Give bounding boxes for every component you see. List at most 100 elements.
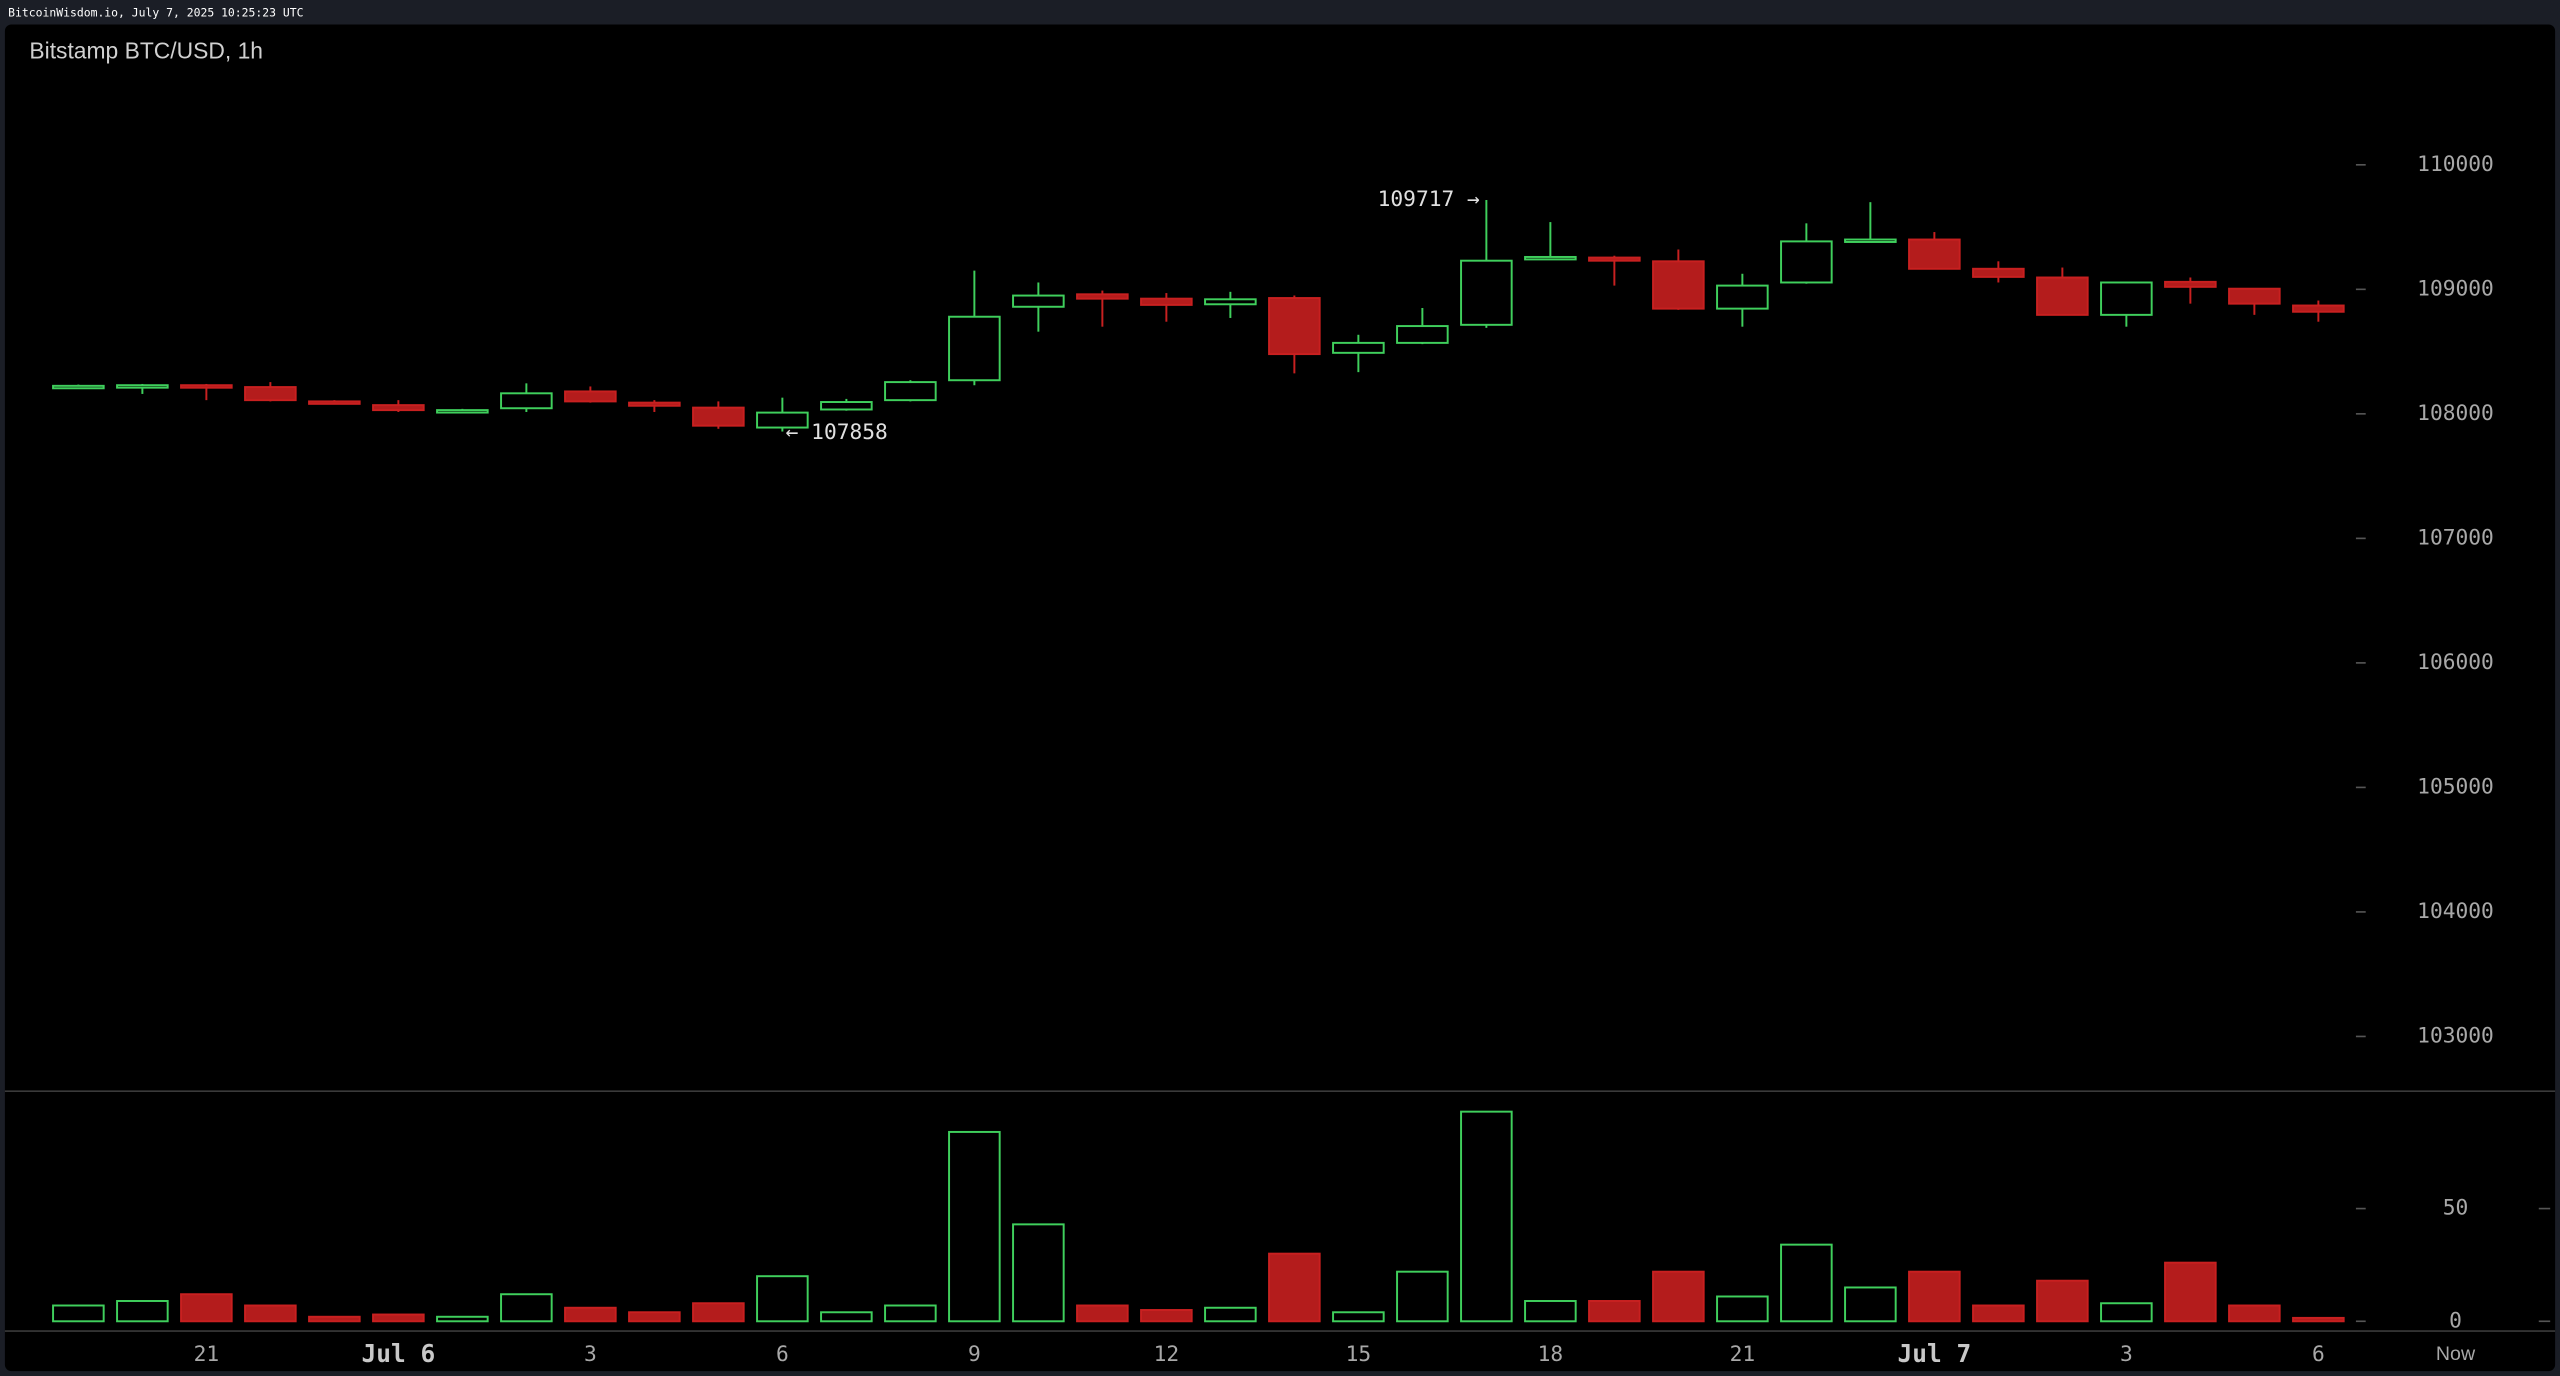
volume-bar	[372, 1313, 425, 1323]
volume-bar	[628, 1311, 681, 1323]
volume-bar	[1460, 1110, 1513, 1323]
candle-body	[564, 390, 617, 403]
candle-body	[1268, 297, 1321, 356]
candle-body	[628, 401, 681, 407]
x-tick-label: 21	[1730, 1342, 1756, 1367]
y-tick-label: 105000	[2417, 774, 2494, 799]
candle-body	[1140, 297, 1193, 306]
candle-body	[2228, 287, 2281, 305]
candle-body	[2100, 281, 2153, 316]
volume-bar	[1012, 1223, 1065, 1323]
volume-bar	[1396, 1270, 1449, 1323]
candle-body	[1588, 256, 1641, 262]
candle-body	[1780, 240, 1833, 284]
chart-title: Bitstamp BTC/USD, 1h	[29, 37, 263, 63]
volume-bar	[1204, 1306, 1257, 1323]
candle-body	[692, 406, 745, 427]
volume-bar	[52, 1304, 105, 1323]
y-tick-label: 106000	[2417, 650, 2494, 675]
volume-tick-label: 50	[2443, 1196, 2469, 1221]
candle-body	[116, 384, 169, 389]
candle-body	[2292, 304, 2345, 313]
volume-bar	[2228, 1304, 2281, 1323]
x-tick-label: 6	[776, 1342, 789, 1367]
candle-body	[1908, 238, 1961, 270]
volume-bar	[1780, 1243, 1833, 1323]
candle-body	[1396, 325, 1449, 344]
volume-bar	[2292, 1316, 2345, 1323]
volume-bar	[756, 1275, 809, 1323]
x-tick-label: Jul 6	[362, 1339, 436, 1368]
volume-bar	[500, 1293, 553, 1323]
x-tick-label: 6	[2312, 1342, 2325, 1367]
x-tick-label: 3	[2120, 1342, 2133, 1367]
volume-bar	[1588, 1300, 1641, 1323]
volume-bar	[948, 1130, 1001, 1323]
volume-bar	[116, 1300, 169, 1323]
x-tick-label: 12	[1154, 1342, 1180, 1367]
volume-bar	[820, 1311, 873, 1323]
candle-body	[1524, 255, 1577, 261]
volume-bar	[436, 1315, 489, 1323]
volume-bar	[1332, 1311, 1385, 1323]
candle-body	[1972, 267, 2025, 278]
volume-bar	[180, 1293, 233, 1323]
volume-bar	[1076, 1304, 1129, 1323]
source: BitcoinWisdom.io, July 7, 2025 10:25:23 …	[8, 6, 303, 20]
high-annotation: 109717 →	[1378, 187, 1480, 212]
candle-body	[180, 384, 233, 389]
candle-body	[2164, 280, 2217, 288]
volume-bar	[1716, 1295, 1769, 1323]
volume-bar	[308, 1315, 361, 1323]
volume-bar	[1844, 1286, 1897, 1323]
x-tick-label: Jul 7	[1898, 1339, 1972, 1368]
y-tick-label: 108000	[2417, 401, 2494, 426]
volume-bar	[1524, 1300, 1577, 1323]
volume-bar	[1652, 1270, 1705, 1323]
volume-bar	[1972, 1304, 2025, 1323]
candle-body	[948, 315, 1001, 382]
volume-bar	[2100, 1302, 2153, 1323]
volume-bar	[2036, 1279, 2089, 1323]
candle-body	[1844, 238, 1897, 243]
volume-bar	[2164, 1261, 2217, 1323]
x-tick-label: 15	[1346, 1342, 1372, 1367]
candle-body	[308, 400, 361, 405]
candle-body	[1332, 341, 1385, 354]
candle-body	[500, 392, 553, 410]
volume-bar	[244, 1304, 297, 1323]
y-tick-label: 103000	[2417, 1023, 2494, 1048]
low-annotation: ← 107858	[786, 420, 888, 445]
candle-body	[372, 404, 425, 412]
y-tick-label: 104000	[2417, 899, 2494, 924]
candle-body	[1460, 259, 1513, 326]
volume-bar	[884, 1304, 937, 1323]
panel	[4, 24, 2556, 1372]
candle-body	[52, 384, 105, 390]
candle-body	[756, 411, 809, 429]
volume-bar	[564, 1306, 617, 1323]
now-label: Now	[2436, 1343, 2476, 1365]
candle-body	[244, 386, 297, 402]
y-tick-label: 110000	[2417, 152, 2494, 177]
x-tick-label: 18	[1538, 1342, 1564, 1367]
candle-body	[884, 381, 937, 402]
volume-bar	[1268, 1252, 1321, 1323]
candle-body	[1076, 293, 1129, 300]
candle-body	[436, 409, 489, 414]
candle-body	[820, 401, 873, 411]
candle-body	[1012, 294, 1065, 308]
volume-bar	[1908, 1270, 1961, 1323]
x-tick-label: 9	[968, 1342, 981, 1367]
candle-body	[1652, 260, 1705, 310]
volume-bar	[692, 1302, 745, 1323]
y-tick-label: 107000	[2417, 525, 2494, 550]
y-tick-label: 109000	[2417, 276, 2494, 301]
candle-body	[1204, 298, 1257, 306]
candle-body	[1716, 284, 1769, 310]
candle-body	[2036, 276, 2089, 316]
x-tick-label: 3	[584, 1342, 597, 1367]
x-tick-label: 21	[194, 1342, 220, 1367]
